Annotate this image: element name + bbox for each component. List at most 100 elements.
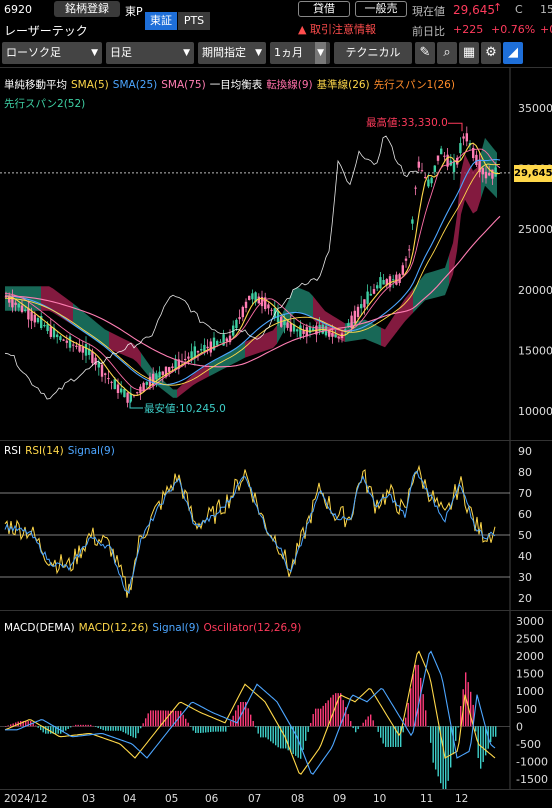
oscillator-bar: [52, 726, 54, 734]
oscillator-bar: [420, 677, 422, 727]
chevron-down-icon: ▼: [255, 48, 262, 58]
candle-body: [184, 358, 187, 360]
legend-item: SMA(5): [71, 79, 109, 91]
range-value-select[interactable]: 1ヵ月 ▼: [270, 42, 330, 64]
oscillator-bar: [455, 726, 457, 741]
oscillator-bar: [245, 702, 247, 727]
rsi-line: [4, 464, 496, 598]
market-label: 東P: [125, 5, 143, 18]
exchange-tse-tab[interactable]: 東証: [145, 12, 177, 30]
candle-body: [248, 295, 251, 301]
macd-chart-svg: 3000 2500 2000 1500 1000 500 0 -500 -1000 -1500: [0, 611, 548, 790]
candle-body: [369, 293, 372, 296]
oscillator-bar: [205, 726, 207, 733]
ichimoku-cloud: [429, 271, 433, 300]
table-icon[interactable]: ▦: [459, 42, 479, 64]
candle-body: [177, 359, 180, 369]
ichimoku-cloud: [233, 346, 237, 364]
macd-panel[interactable]: MACD(DEMA) MACD(12,26) Signal(9) Oscillator…: [0, 610, 552, 790]
range-label: 期間指定: [202, 46, 246, 59]
y-tick-label: -1500: [516, 773, 548, 786]
oscillator-bar: [237, 705, 239, 727]
oscillator-bar: [112, 726, 114, 731]
oscillator-bar: [405, 717, 407, 727]
legend-item: Signal(9): [152, 622, 200, 634]
oscillator-bar: [437, 726, 439, 777]
candle-body: [120, 388, 123, 393]
oscillator-bar: [377, 726, 379, 732]
oscillator-bar: [440, 726, 442, 784]
oscillator-bar: [27, 721, 29, 727]
period-select[interactable]: 日足 ▼: [106, 42, 194, 64]
oscillator-bar: [200, 726, 202, 733]
candle-body: [270, 309, 273, 311]
candle-body: [353, 310, 356, 324]
candle-body: [366, 291, 369, 304]
candle-body: [14, 302, 17, 305]
chart-icon[interactable]: ◢: [503, 42, 523, 64]
candle-body: [8, 296, 11, 303]
rsi-panel[interactable]: RSI RSI(14) Signal(9) 90 80 70 60 50 40 30 20: [0, 440, 552, 611]
settings-icon[interactable]: ⚙: [481, 42, 501, 64]
x-tick-label: 07: [248, 793, 262, 805]
legend-item: 一目均衡表: [209, 79, 263, 91]
candle-body: [68, 336, 72, 348]
candle-body: [142, 382, 145, 392]
oscillator-bar: [422, 694, 424, 727]
chart-type-select[interactable]: ローソク足 ▼: [2, 42, 102, 64]
ichimoku-cloud: [113, 333, 117, 353]
price-chart-panel[interactable]: 単純移動平均 SMA(5) SMA(25) SMA(75) 一目均衡表 転換線(9) 基準線…: [0, 67, 552, 441]
oscillator-bar: [137, 726, 139, 734]
ichimoku-cloud: [297, 287, 301, 313]
oscillator-bar: [425, 710, 427, 727]
candle-body: [308, 326, 312, 333]
ichimoku-cloud: [145, 358, 149, 377]
oscillator-bar: [75, 724, 77, 727]
candle-body: [427, 179, 430, 187]
technical-button[interactable]: テクニカル: [334, 42, 412, 64]
ichimoku-cloud: [177, 385, 181, 398]
candle-body: [254, 292, 257, 303]
range-select[interactable]: 期間指定 ▼: [198, 42, 266, 64]
oscillator-bar: [305, 726, 307, 741]
ichimoku-cloud: [385, 323, 389, 348]
candle-body: [424, 177, 427, 179]
oscillator-bar: [147, 713, 149, 727]
oscillator-bar: [482, 726, 484, 763]
ichimoku-cloud: [393, 311, 397, 337]
rsi-legend: RSI RSI(14) Signal(9): [4, 445, 119, 457]
oscillator-bar: [62, 726, 64, 733]
warning-link[interactable]: ▲ 取引注意情報: [298, 21, 376, 37]
zoom-icon[interactable]: ⌕: [437, 42, 457, 64]
oscillator-bar: [390, 726, 392, 747]
ichimoku-cloud: [205, 364, 209, 379]
y-tick-label: 60: [518, 508, 532, 521]
exchange-pts-tab[interactable]: PTS: [178, 12, 210, 30]
candle-body: [363, 299, 366, 308]
y-tick-label: 20: [518, 592, 532, 605]
oscillator-bar: [337, 693, 339, 727]
candle-body: [388, 276, 392, 288]
oscillator-bar: [297, 726, 299, 758]
oscillator-bar: [442, 726, 444, 790]
oscillator-bar: [212, 726, 214, 732]
oscillator-bar: [92, 725, 94, 727]
chart-type-value: ローソク足: [6, 46, 61, 59]
candle-body: [350, 315, 353, 328]
candle-body: [238, 317, 241, 320]
ichimoku-cloud: [77, 306, 81, 331]
change-extra: +0.: [540, 23, 552, 36]
oscillator-bar: [110, 726, 112, 731]
candle-body: [411, 219, 414, 224]
candle-body: [283, 319, 286, 326]
ichimoku-cloud: [361, 319, 365, 340]
oscillator-bar: [230, 721, 232, 727]
candle-body: [228, 335, 232, 343]
register-button[interactable]: 銘柄登録: [54, 1, 120, 17]
ichimoku-cloud: [237, 344, 241, 362]
oscillator-bar: [162, 710, 164, 727]
ichimoku-cloud: [93, 319, 97, 342]
pencil-icon[interactable]: ✎: [415, 42, 435, 64]
oscillator-bar: [355, 726, 357, 733]
candle-body: [286, 322, 289, 328]
